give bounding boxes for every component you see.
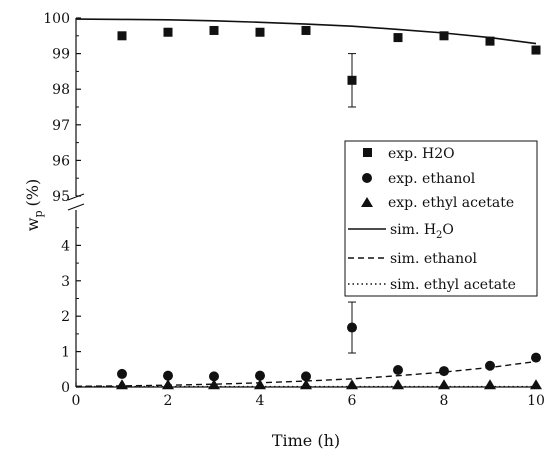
- x-tick-label-1: 2: [164, 393, 173, 409]
- sim-series-line-0: [75, 18, 537, 45]
- point-circle-7: [439, 366, 449, 377]
- point-square-2: [209, 25, 219, 35]
- point-triangle-0: [116, 379, 128, 390]
- point-square-9: [531, 45, 541, 55]
- legend-triangle-marker: [361, 197, 373, 207]
- x-tick-label-3: 6: [348, 393, 357, 409]
- legend-circle-marker: [362, 173, 372, 183]
- point-circle-4: [301, 371, 311, 382]
- point-circle-2: [209, 371, 219, 382]
- point-circle-3: [255, 370, 265, 381]
- legend-box: [344, 140, 538, 297]
- point-square-8: [485, 36, 495, 46]
- legend-square-marker: [363, 148, 372, 157]
- legend-label-sim-h2o-tail: O: [442, 222, 453, 238]
- point-triangle-1: [162, 379, 174, 390]
- point-square-5: [347, 75, 357, 85]
- point-triangle-6: [392, 379, 404, 390]
- legend-label-sim-h2o-sub: 2: [436, 230, 442, 241]
- axis-break-mark-top: [67, 193, 85, 201]
- point-circle-1: [163, 370, 173, 381]
- y-tick-label-2: 97: [52, 118, 70, 134]
- y-tick-label-3: 98: [52, 82, 70, 98]
- y-tick-label-10: 4: [61, 238, 70, 254]
- point-square-7: [439, 31, 449, 41]
- axis-break-mark-bottom: [67, 203, 85, 211]
- legend-item-sim-ethanol: sim. ethanol: [348, 251, 478, 267]
- point-triangle-7: [438, 379, 450, 390]
- y-axis-title-main: w: [23, 217, 42, 231]
- point-square-0: [117, 31, 127, 41]
- point-square-6: [393, 33, 403, 43]
- point-triangle-5: [346, 379, 358, 390]
- legend-item-sim-h2o: sim. H2O: [348, 222, 454, 241]
- x-tick-label-0: 0: [72, 393, 81, 409]
- point-triangle-8: [484, 379, 496, 390]
- y-tick-label-8: 2: [61, 309, 70, 325]
- legend-item-exp-ethanol: exp. ethanol: [362, 171, 476, 187]
- point-circle-0: [117, 368, 127, 379]
- legend-item-exp-ethyl-acetate: exp. ethyl acetate: [361, 195, 514, 211]
- legend-label-sim-ethyl-acetate: sim. ethyl acetate: [390, 277, 516, 293]
- legend-item-exp-h2o: exp. H2O: [363, 146, 455, 162]
- point-square-3: [255, 27, 265, 37]
- x-tick-label-5: 10: [527, 393, 545, 409]
- point-circle-9: [531, 352, 541, 363]
- legend-label-exp-h2o: exp. H2O: [388, 146, 455, 162]
- point-triangle-3: [254, 379, 266, 390]
- legend-label-sim-h2o-main: sim. H: [390, 222, 436, 238]
- point-circle-5: [347, 322, 357, 333]
- y-tick-label-4: 99: [52, 47, 70, 63]
- point-triangle-4: [300, 379, 312, 390]
- point-square-4: [301, 25, 311, 35]
- point-triangle-9: [530, 379, 542, 390]
- y-axis-title-unit: (%): [23, 179, 42, 207]
- y-tick-label-9: 3: [61, 274, 70, 290]
- legend-label-exp-ethanol: exp. ethanol: [388, 171, 476, 187]
- y-tick-label-0: 95: [52, 189, 70, 205]
- y-axis-title: wp (%): [23, 179, 45, 231]
- y-tick-label-6: 0: [61, 380, 70, 396]
- y-axis-title-sub: p: [32, 210, 45, 217]
- x-axis-title: Time (h): [272, 431, 340, 450]
- point-triangle-2: [208, 379, 220, 390]
- y-ticks: 95 96 97 98 99 100 0 1 2 3 4: [43, 11, 81, 396]
- point-square-1: [163, 27, 173, 37]
- x-tick-label-2: 4: [256, 393, 265, 409]
- y-tick-label-7: 1: [61, 345, 70, 361]
- series-layer: [75, 18, 542, 390]
- legend-label-exp-ethyl-acetate: exp. ethyl acetate: [388, 195, 514, 211]
- legend: exp. H2O exp. ethanol exp. ethyl acetate…: [344, 140, 538, 297]
- point-circle-6: [393, 365, 403, 376]
- y-tick-label-1: 96: [52, 153, 70, 169]
- legend-label-sim-ethanol: sim. ethanol: [390, 251, 478, 267]
- y-tick-label-5: 100: [43, 11, 70, 27]
- legend-label-sim-h2o: sim. H2O: [390, 222, 454, 241]
- point-circle-8: [485, 360, 495, 371]
- legend-item-sim-ethyl-acetate: sim. ethyl acetate: [348, 277, 516, 293]
- x-tick-label-4: 8: [440, 393, 449, 409]
